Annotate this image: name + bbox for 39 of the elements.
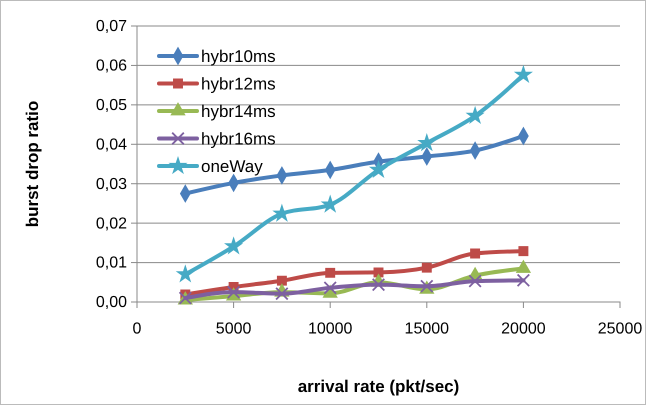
point [466, 106, 484, 124]
point [514, 66, 532, 82]
point [418, 134, 436, 150]
point [422, 262, 432, 273]
point [370, 160, 388, 178]
x-axis-title: arrival rate (pkt/sec) [298, 377, 460, 396]
y-tick-label: 0,04 [96, 136, 128, 154]
point [322, 196, 339, 212]
x-tick-label: 25000 [598, 320, 642, 338]
point [518, 246, 528, 256]
x-tick-label: 20000 [501, 320, 546, 338]
point [516, 274, 530, 288]
legend-label: oneWay [201, 157, 264, 176]
x-tick-label: 5000 [216, 320, 252, 338]
x-tick-label: 15000 [404, 320, 450, 338]
y-tick-label: 0,02 [96, 215, 128, 232]
point [225, 237, 242, 254]
y-axis-title: burst drop ratio [23, 100, 42, 228]
y-tick-label: 0,06 [96, 58, 128, 75]
y-tick-label: 0,07 [96, 18, 128, 36]
legend-label: hybr16ms [201, 130, 276, 148]
y-tick-label: 0,01 [96, 254, 128, 272]
y-tick-label: 0,05 [96, 96, 128, 114]
point [372, 278, 386, 292]
point [374, 267, 384, 278]
x-tick-label: 10000 [308, 320, 353, 338]
point [275, 287, 289, 300]
point [470, 248, 480, 258]
y-tick-label: 0,03 [96, 176, 128, 193]
legend-label: hybr10ms [201, 47, 276, 66]
point [176, 265, 194, 282]
point [468, 274, 482, 288]
point [325, 268, 336, 278]
legend-label: hybr14ms [201, 102, 276, 121]
point [276, 276, 287, 286]
point [323, 281, 337, 295]
y-tick-label: 0,00 [96, 294, 128, 312]
x-tick-label: 0 [132, 320, 142, 338]
legend-label: hybr12ms [201, 74, 276, 94]
